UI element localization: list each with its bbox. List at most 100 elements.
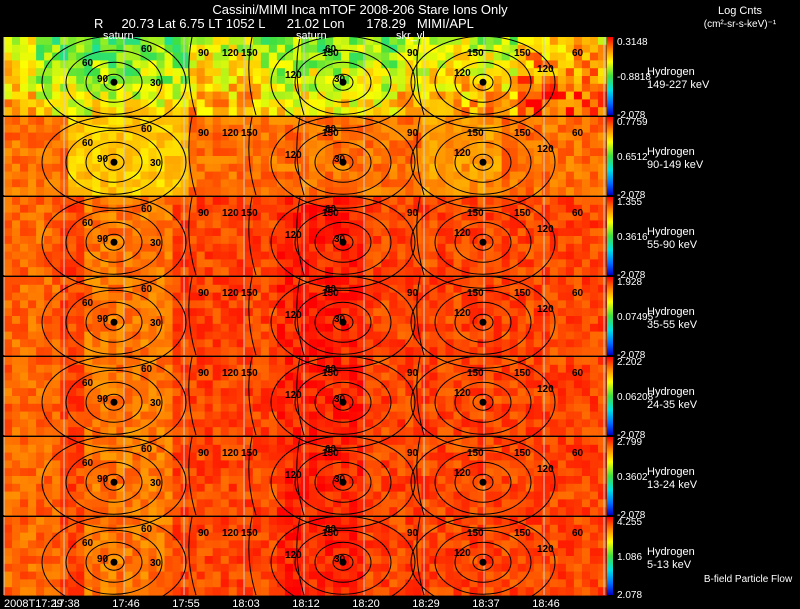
- contour-ring-5-1-2: [294, 449, 392, 515]
- contour-label-0-9: 30: [334, 74, 346, 85]
- contour-label-6-9: 30: [334, 554, 346, 565]
- contour-label-2-12: 120: [454, 228, 471, 239]
- contour-arc-4-2: [296, 356, 305, 436]
- contour-label-2-15: 120: [537, 224, 554, 235]
- colorbar-min-6: 2.078: [617, 590, 642, 601]
- contour-label-0-13: 150: [467, 48, 484, 59]
- contour-ring-3-2-2: [434, 289, 532, 355]
- contour-label-1-13: 150: [467, 128, 484, 139]
- contour-label-5-1: 60: [82, 458, 94, 469]
- contour-ring-6-2-1: [454, 541, 512, 583]
- contour-ring-1-0-0: [103, 153, 125, 171]
- colorbar-scale-5: [607, 437, 613, 515]
- contour-ring-0-2-0: [472, 73, 494, 91]
- contour-arc-2-1: [248, 196, 257, 276]
- panel-energy-5: 13-24 keV: [647, 479, 698, 491]
- contour-ring-6-0-2: [65, 529, 163, 595]
- colorbar-min-5: -2.078: [617, 510, 646, 521]
- panel-energy-2: 55-90 keV: [647, 239, 698, 251]
- contour-ring-2-0-3: [41, 195, 187, 289]
- contour-label-4-16: 60: [572, 368, 584, 379]
- contour-label-3-2: 30: [150, 318, 162, 329]
- planet-dot-2-2: [479, 238, 487, 246]
- contour-label-0-14: 150: [514, 48, 531, 59]
- contour-label-3-13: 150: [467, 288, 484, 299]
- heatmap-panel-2: [4, 197, 607, 276]
- x-tick-3: 18:03: [232, 598, 260, 609]
- contour-label-4-13: 150: [467, 368, 484, 379]
- contour-label-1-0: 90: [97, 154, 109, 165]
- colorbar-scale-1: [607, 117, 613, 195]
- contour-ring-3-0-3: [41, 275, 187, 369]
- contour-label-1-8: 150: [322, 128, 339, 139]
- x-tick-6: 18:29: [412, 598, 440, 609]
- contour-label-6-16: 60: [572, 528, 584, 539]
- contour-ring-6-2-3: [410, 515, 556, 609]
- contour-label-3-5: 120: [222, 288, 239, 299]
- heatmap-panel-3: [4, 277, 607, 356]
- x-tick-7: 18:37: [472, 598, 500, 609]
- contour-label-3-8: 150: [322, 288, 339, 299]
- planet-dot-3-1: [339, 318, 347, 326]
- contour-label-4-2: 30: [150, 398, 162, 409]
- contour-ring-1-2-1: [454, 141, 512, 183]
- contour-label-1-10: 60: [325, 124, 337, 135]
- contour-arc-3-0: [188, 276, 197, 356]
- contour-label-6-10: 60: [325, 524, 337, 535]
- planet-dot-1-0: [110, 158, 118, 166]
- planet-dot-1-1: [339, 158, 347, 166]
- contour-label-3-6: 150: [241, 288, 258, 299]
- panel-species-2: Hydrogen: [647, 226, 695, 238]
- contour-arc-6-3: [416, 516, 425, 596]
- contour-arc-1-2: [296, 116, 305, 196]
- contour-ring-3-0-0: [103, 313, 125, 331]
- contour-ring-5-1-3: [270, 435, 416, 529]
- contour-ring-5-2-1: [454, 461, 512, 503]
- contour-ring-0-2-2: [434, 49, 532, 115]
- contour-ring-5-1-1: [314, 461, 372, 503]
- contour-label-1-4: 90: [198, 128, 210, 139]
- contour-ring-3-2-1: [454, 301, 512, 343]
- contour-ring-4-2-1: [454, 381, 512, 423]
- contour-label-0-6: 150: [241, 48, 258, 59]
- contour-label-6-11: 90: [407, 528, 419, 539]
- planet-dot-5-1: [339, 478, 347, 486]
- contour-label-1-7: 120: [285, 150, 302, 161]
- contour-ring-0-1-2: [294, 49, 392, 115]
- contour-ring-3-2-3: [410, 275, 556, 369]
- contour-arc-5-3: [416, 436, 425, 516]
- contour-label-6-3: 60: [141, 524, 153, 535]
- contour-label-1-5: 120: [222, 128, 239, 139]
- panel-species-5: Hydrogen: [647, 466, 695, 478]
- planet-dot-1-2: [479, 158, 487, 166]
- contour-ring-3-0-1: [85, 301, 143, 343]
- contour-label-2-3: 60: [141, 204, 153, 215]
- contour-label-5-16: 60: [572, 448, 584, 459]
- contour-ring-6-0-3: [41, 515, 187, 609]
- x-tick-5: 18:20: [352, 598, 380, 609]
- contour-ring-3-1-0: [332, 313, 354, 331]
- panel-energy-4: 24-35 keV: [647, 399, 698, 411]
- contour-label-6-6: 150: [241, 528, 258, 539]
- contour-label-0-0: 90: [97, 74, 109, 85]
- contour-ring-0-0-1: [85, 61, 143, 103]
- contour-label-2-4: 90: [198, 208, 210, 219]
- contour-label-5-3: 60: [141, 444, 153, 455]
- contour-arc-0-1: [248, 36, 257, 116]
- contour-label-4-9: 30: [334, 394, 346, 405]
- contour-arc-4-0: [188, 356, 197, 436]
- contour-label-3-3: 60: [141, 284, 153, 295]
- contour-ring-3-0-2: [65, 289, 163, 355]
- panel-energy-1: 90-149 keV: [647, 159, 704, 171]
- contour-ring-1-2-3: [410, 115, 556, 209]
- contour-label-0-11: 90: [407, 48, 419, 59]
- contour-label-5-2: 30: [150, 478, 162, 489]
- colorbar-max-0: 0.3148: [617, 37, 648, 48]
